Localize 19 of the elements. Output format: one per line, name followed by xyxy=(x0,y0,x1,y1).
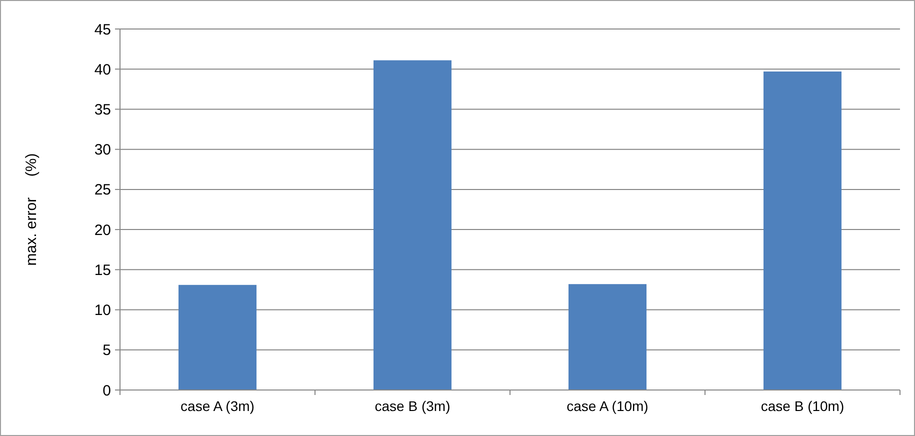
y-tick-label: 35 xyxy=(94,101,111,118)
y-tick-label: 15 xyxy=(94,262,111,279)
x-tick-label: case B (3m) xyxy=(374,398,450,414)
y-tick-label: 0 xyxy=(102,382,111,400)
bar xyxy=(178,284,256,390)
y-tick-label: 30 xyxy=(94,142,111,159)
y-tick-label: 20 xyxy=(94,222,111,239)
bar xyxy=(568,284,646,390)
x-tick-label: case B (10m) xyxy=(760,398,844,414)
y-tick-label: 25 xyxy=(94,182,111,199)
x-tick-label: case A (10m) xyxy=(566,398,648,414)
y-tick-label: 10 xyxy=(94,302,111,320)
y-tick-label: 45 xyxy=(94,21,111,38)
bar xyxy=(764,72,842,390)
x-tick-label: case A (3m) xyxy=(180,398,254,414)
bar xyxy=(374,60,452,390)
y-axis-title: max. error (%) xyxy=(23,153,40,266)
y-tick-label: 5 xyxy=(102,342,111,360)
y-tick-label: 40 xyxy=(94,61,111,78)
